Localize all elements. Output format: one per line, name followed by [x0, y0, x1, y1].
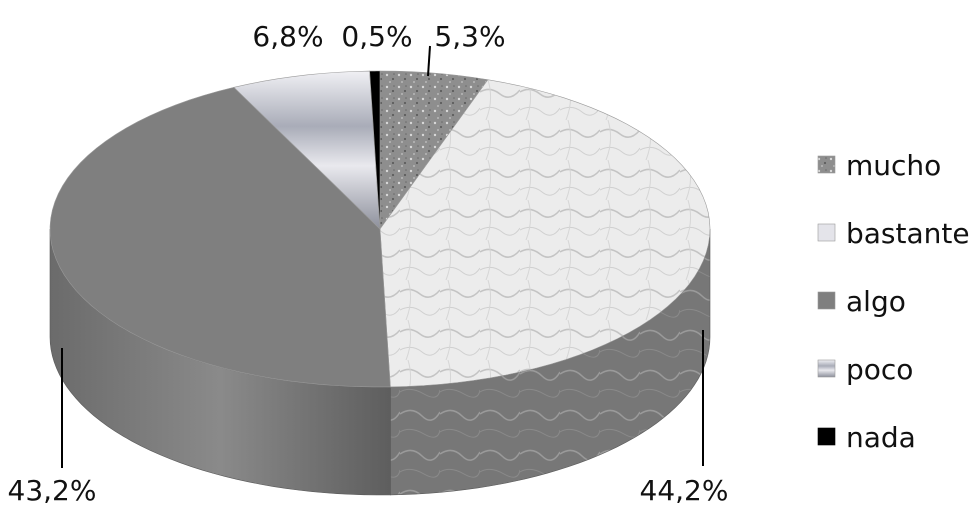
pie-slice-algo [49, 86, 391, 388]
legend-label-bastante: bastante [846, 217, 970, 250]
legend-label-algo: algo [846, 285, 906, 318]
data-label-poco: 6,8% [252, 20, 323, 53]
legend-swatch-nada [817, 427, 836, 446]
pie-slice-mucho [379, 70, 489, 230]
data-labels: 5,3% 44,2% 43,2% 6,8% 0,5% [8, 20, 729, 507]
legend-swatch-poco [817, 359, 836, 378]
legend-label-mucho: mucho [846, 149, 941, 182]
legend-label-nada: nada [846, 421, 916, 454]
legend-swatch-algo [817, 291, 836, 310]
pie-top-slices [49, 70, 711, 388]
pie-slice-nada [369, 70, 381, 230]
pie-slice-poco [233, 70, 381, 230]
label-leader-lines [61, 45, 704, 468]
leader-line-mucho [427, 45, 431, 77]
data-label-nada: 0,5% [341, 20, 412, 53]
pie-slice-bastante [379, 79, 711, 388]
legend-swatch-bastante [817, 223, 836, 242]
legend-swatch-mucho [817, 155, 836, 174]
legend-label-poco: poco [846, 353, 913, 386]
legend: mucho bastante algo poco nada [817, 149, 970, 454]
data-label-algo: 43,2% [8, 474, 97, 507]
data-label-mucho: 5,3% [434, 20, 505, 53]
data-label-bastante: 44,2% [640, 474, 729, 507]
